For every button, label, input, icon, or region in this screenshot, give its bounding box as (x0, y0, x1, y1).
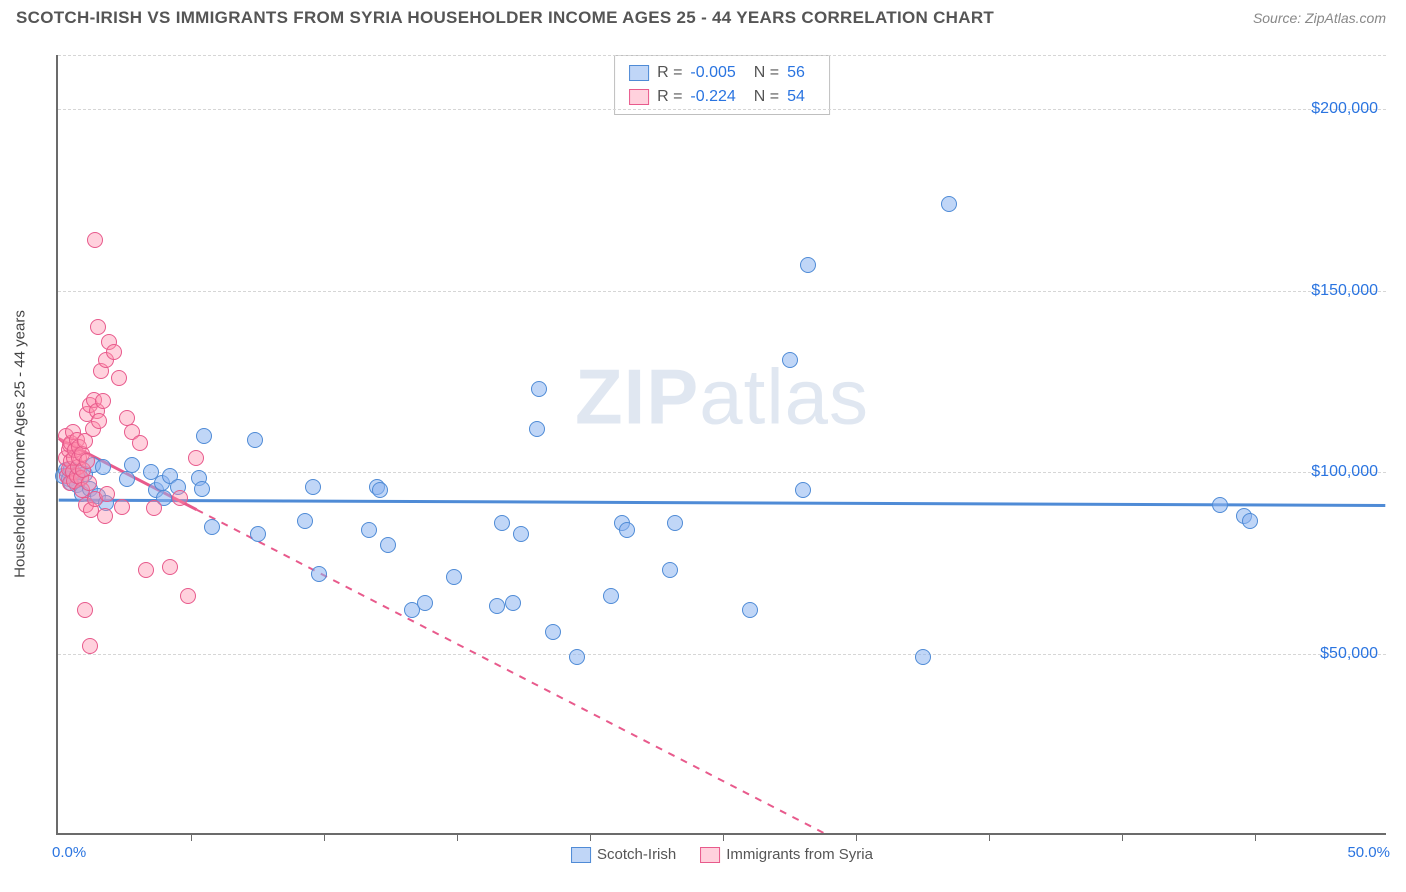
data-point (667, 515, 683, 531)
N-value-series1: 56 (787, 61, 805, 85)
data-point (124, 457, 140, 473)
data-point (662, 562, 678, 578)
R-value-series1: -0.005 (690, 61, 735, 85)
chart-title: SCOTCH-IRISH VS IMMIGRANTS FROM SYRIA HO… (16, 8, 994, 28)
data-point (180, 588, 196, 604)
swatch-blue-icon (629, 65, 649, 81)
data-point (146, 500, 162, 516)
data-point (531, 381, 547, 397)
x-tick (723, 833, 724, 841)
data-point (494, 515, 510, 531)
gridline-h (58, 472, 1386, 473)
data-point (82, 638, 98, 654)
data-point (79, 453, 95, 469)
watermark: ZIPatlas (575, 352, 869, 443)
swatch-blue-icon (571, 847, 591, 863)
x-tick (324, 833, 325, 841)
data-point (1212, 497, 1228, 513)
data-point (99, 486, 115, 502)
x-axis-min-label: 0.0% (52, 844, 86, 861)
data-point (247, 432, 263, 448)
data-point (915, 649, 931, 665)
gridline-h (58, 55, 1386, 56)
stats-row-series2: R = -0.224 N = 54 (629, 85, 815, 109)
data-point (305, 479, 321, 495)
data-point (114, 499, 130, 515)
data-point (446, 569, 462, 585)
data-point (513, 526, 529, 542)
data-point (372, 482, 388, 498)
legend-label-series2: Immigrants from Syria (726, 846, 873, 863)
data-point (87, 232, 103, 248)
data-point (250, 526, 266, 542)
x-tick (590, 833, 591, 841)
data-point (194, 481, 210, 497)
data-point (77, 602, 93, 618)
data-point (782, 352, 798, 368)
data-point (132, 435, 148, 451)
x-tick (1122, 833, 1123, 841)
data-point (1242, 513, 1258, 529)
N-value-series2: 54 (787, 85, 805, 109)
data-point (529, 421, 545, 437)
N-label: N = (754, 85, 779, 109)
data-point (311, 566, 327, 582)
data-point (800, 257, 816, 273)
data-point (172, 490, 188, 506)
data-point (204, 519, 220, 535)
x-tick (989, 833, 990, 841)
gridline-h (58, 109, 1386, 110)
x-axis-max-label: 50.0% (1347, 844, 1390, 861)
x-tick (457, 833, 458, 841)
data-point (505, 595, 521, 611)
gridline-h (58, 654, 1386, 655)
data-point (361, 522, 377, 538)
legend-label-series1: Scotch-Irish (597, 846, 676, 863)
data-point (297, 513, 313, 529)
data-point (941, 196, 957, 212)
data-point (603, 588, 619, 604)
chart-source: Source: ZipAtlas.com (1253, 10, 1386, 26)
data-point (162, 559, 178, 575)
data-point (95, 393, 111, 409)
swatch-pink-icon (700, 847, 720, 863)
data-point (742, 602, 758, 618)
data-point (95, 459, 111, 475)
x-tick (191, 833, 192, 841)
N-label: N = (754, 61, 779, 85)
legend-bottom: Scotch-Irish Immigrants from Syria (571, 846, 873, 863)
data-point (545, 624, 561, 640)
R-label: R = (657, 85, 682, 109)
y-axis-title: Householder Income Ages 25 - 44 years (12, 310, 29, 578)
data-point (91, 413, 107, 429)
x-tick (1255, 833, 1256, 841)
data-point (417, 595, 433, 611)
x-tick (856, 833, 857, 841)
R-value-series2: -0.224 (690, 85, 735, 109)
data-point (380, 537, 396, 553)
data-point (119, 471, 135, 487)
data-point (188, 450, 204, 466)
swatch-pink-icon (629, 89, 649, 105)
data-point (489, 598, 505, 614)
R-label: R = (657, 61, 682, 85)
data-point (90, 319, 106, 335)
stats-row-series1: R = -0.005 N = 56 (629, 61, 815, 85)
data-point (619, 522, 635, 538)
legend-item-series1: Scotch-Irish (571, 846, 676, 863)
data-point (81, 475, 97, 491)
data-point (106, 344, 122, 360)
data-point (138, 562, 154, 578)
chart-plot-area: Householder Income Ages 25 - 44 years ZI… (56, 55, 1386, 835)
gridline-h (58, 291, 1386, 292)
data-point (111, 370, 127, 386)
legend-item-series2: Immigrants from Syria (700, 846, 873, 863)
data-point (196, 428, 212, 444)
correlation-stats-box: R = -0.005 N = 56 R = -0.224 N = 54 (614, 55, 830, 115)
data-point (795, 482, 811, 498)
data-point (97, 508, 113, 524)
data-point (569, 649, 585, 665)
